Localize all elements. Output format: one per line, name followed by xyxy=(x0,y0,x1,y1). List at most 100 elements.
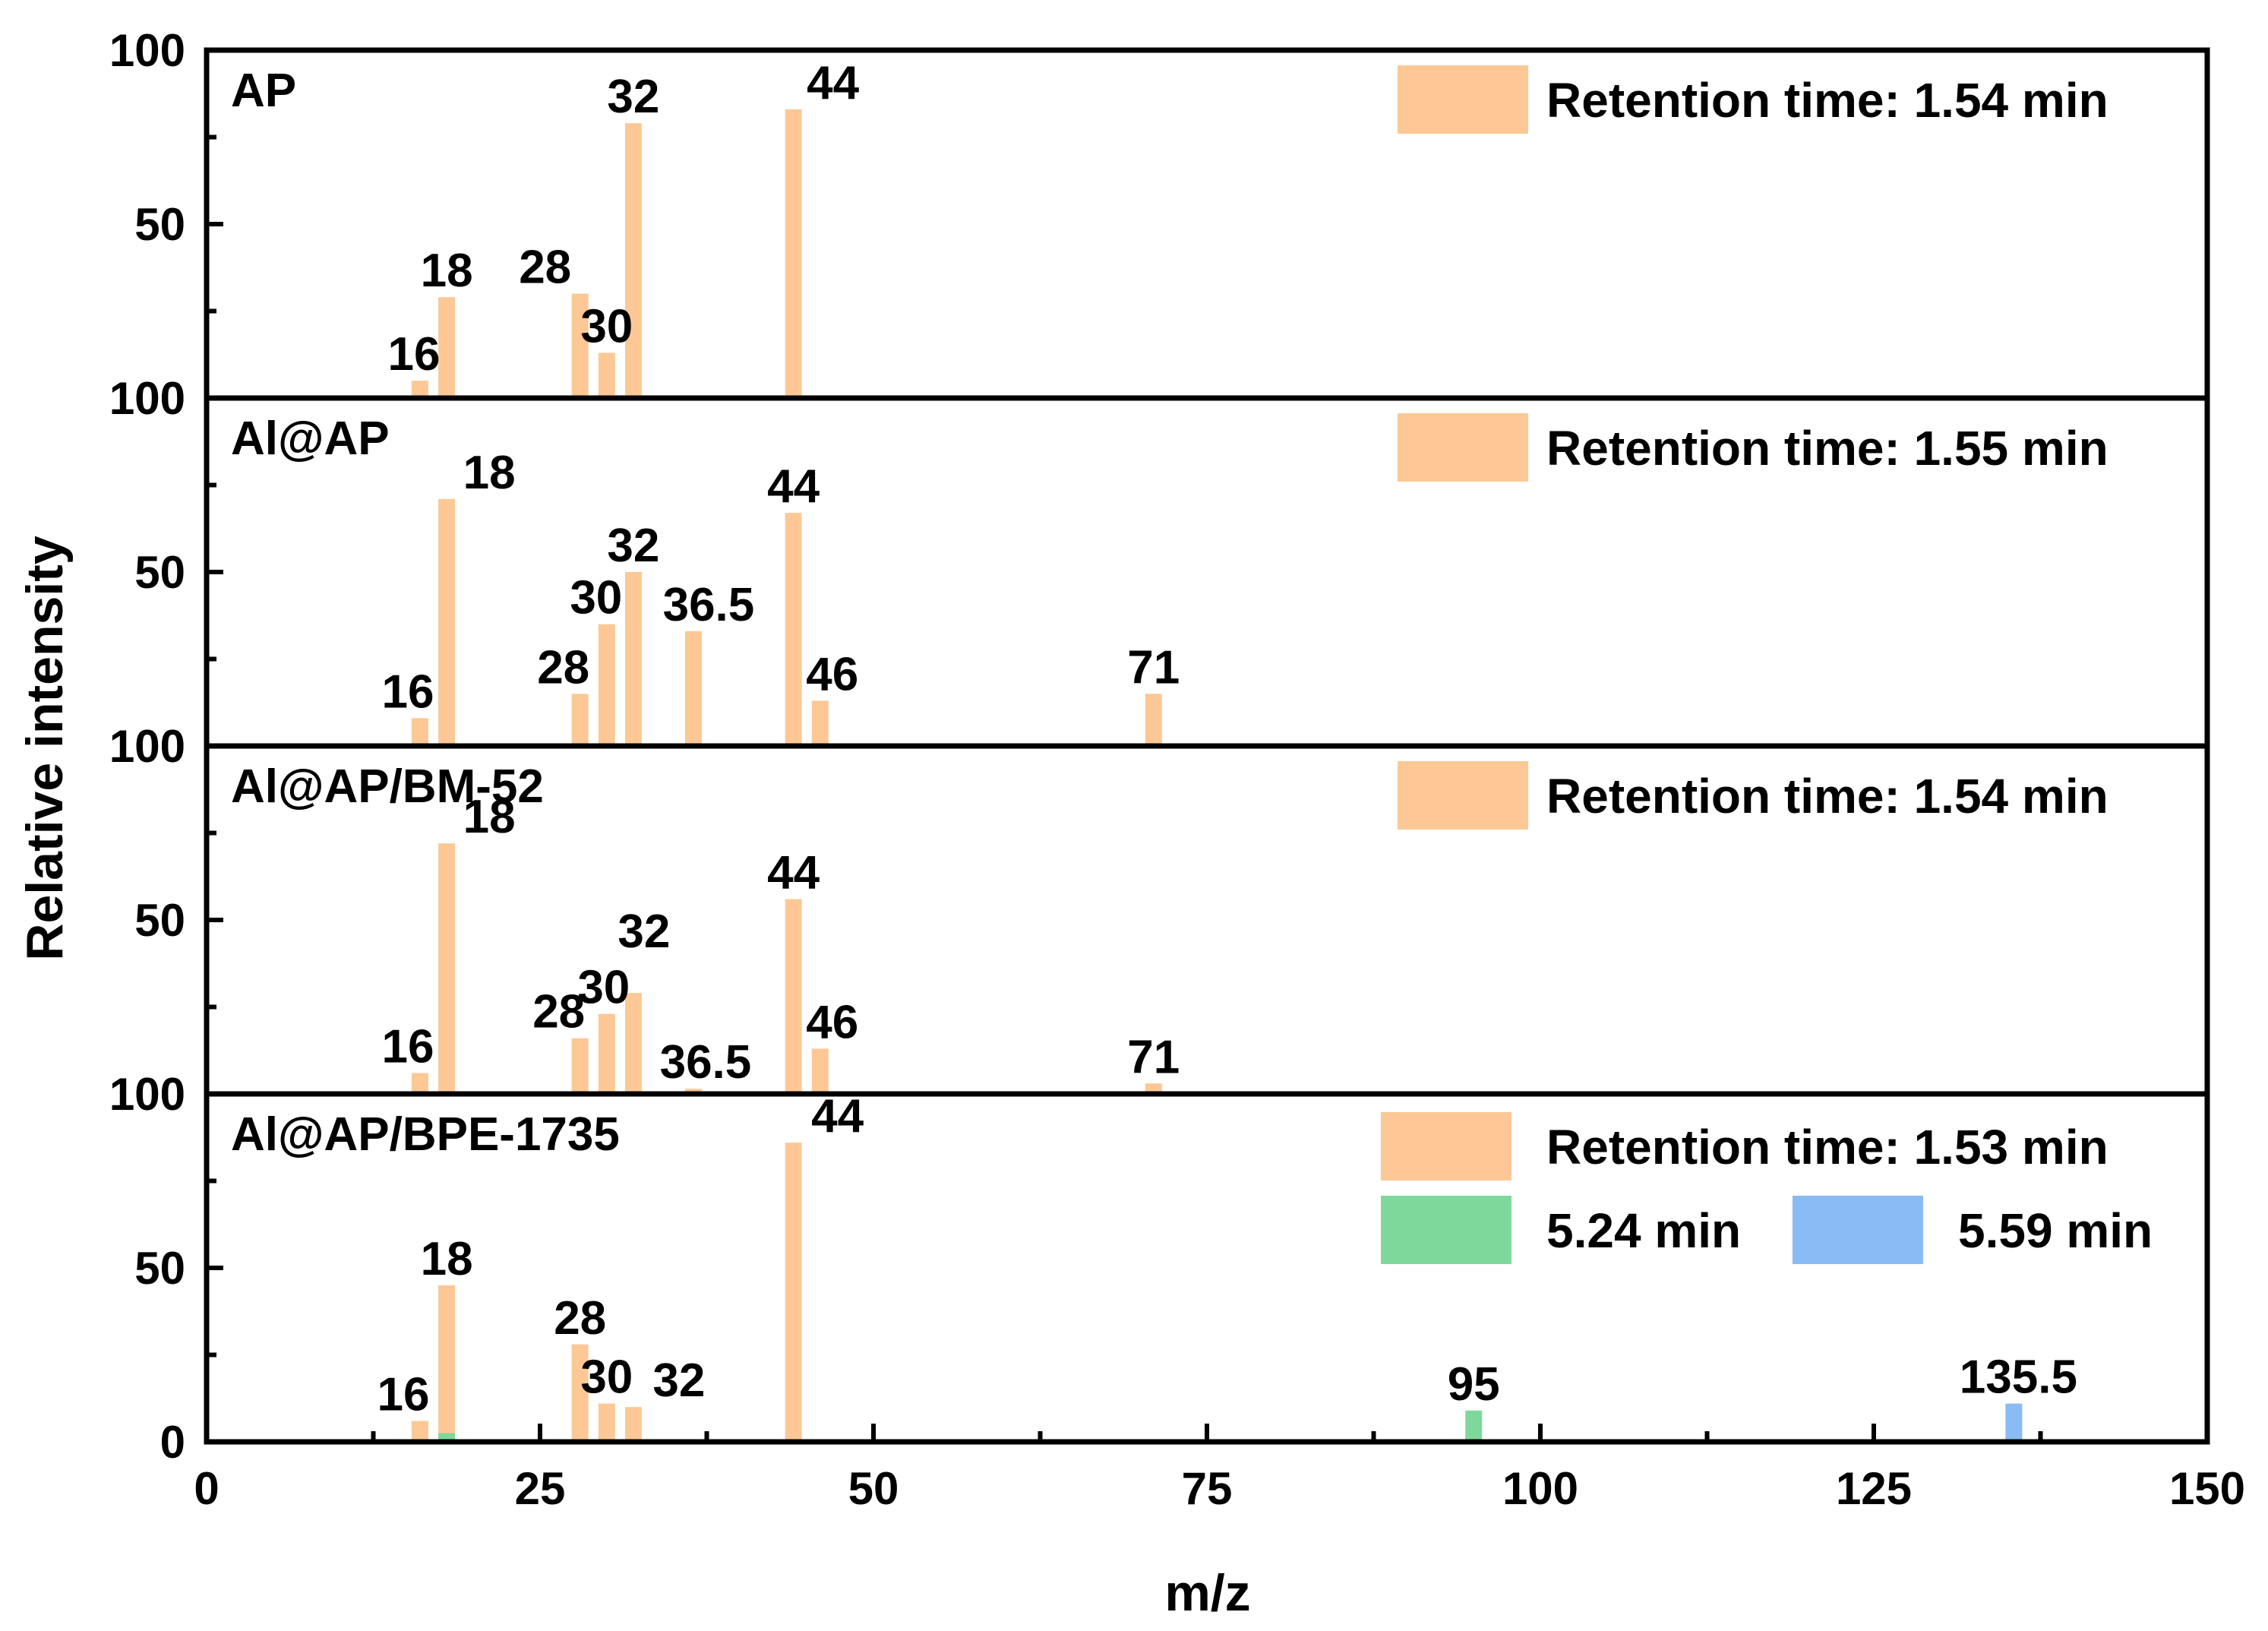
peak-label-44: 44 xyxy=(811,1090,864,1143)
bar-mz-30-orange xyxy=(598,1013,615,1094)
bar-mz-30-orange xyxy=(598,352,615,398)
peak-label-18: 18 xyxy=(421,245,473,297)
peak-label-28: 28 xyxy=(532,986,585,1038)
legend-swatch xyxy=(1398,413,1528,482)
y-tick-label-100: 100 xyxy=(109,25,185,76)
bar-mz-16-orange xyxy=(411,1073,428,1094)
bar-mz-44-orange xyxy=(785,109,802,399)
x-tick-label-50: 50 xyxy=(848,1463,899,1514)
y-tick-label-0: 0 xyxy=(160,1417,185,1468)
peak-label-44: 44 xyxy=(807,57,859,109)
y-tick-label-100: 100 xyxy=(109,373,185,424)
bar-mz-46-orange xyxy=(811,700,829,746)
bar-mz-36.5-orange xyxy=(684,631,702,746)
peak-label-30: 30 xyxy=(580,1351,633,1404)
bar-mz-32-orange xyxy=(624,572,642,746)
bar-mz-32-orange xyxy=(624,123,642,398)
y-tick-label-50: 50 xyxy=(134,547,185,598)
legend-label-2: 5.24 min xyxy=(1546,1203,1741,1258)
peak-label-32: 32 xyxy=(652,1354,705,1407)
bar-mz-44-orange xyxy=(785,1143,802,1442)
peak-label-16: 16 xyxy=(387,328,440,381)
legend-swatch xyxy=(1398,761,1528,830)
peak-label-44: 44 xyxy=(767,460,820,513)
panel-title: AP xyxy=(231,65,296,117)
x-axis: 0 25 50 75 100 125 150 xyxy=(194,1424,2245,1514)
legend-label: Retention time: 1.54 min xyxy=(1546,769,2108,823)
peak-label-30: 30 xyxy=(570,572,622,624)
peak-label-28: 28 xyxy=(537,641,589,694)
x-tick-label-100: 100 xyxy=(1502,1463,1578,1514)
y-tick-label-100: 100 xyxy=(109,1069,185,1120)
peak-label-16: 16 xyxy=(377,1369,429,1421)
peak-label-16: 16 xyxy=(381,1021,434,1073)
y-tick-label-100-boundary: 100 xyxy=(109,721,185,772)
bar-mz-18-orange xyxy=(438,498,456,746)
panel-title: Al@AP/BM-52 xyxy=(231,760,544,813)
peak-label-18: 18 xyxy=(421,1233,473,1285)
bar-mz-16-orange xyxy=(411,381,428,398)
legend-label: Retention time: 1.55 min xyxy=(1546,421,2108,476)
peak-label-46: 46 xyxy=(806,996,858,1048)
y-tick-label-100-boundary: 100 xyxy=(109,1069,185,1120)
y-tick-label-100-boundary: 100 xyxy=(109,373,185,424)
peak-label-71: 71 xyxy=(1127,641,1180,694)
peak-label-18: 18 xyxy=(463,791,516,843)
panel-4: 16 18 28 30 32 44 95 135.5 0 50 100 Al@AP/BPE-1735 R… xyxy=(109,1069,2210,1468)
legend-swatch-3 xyxy=(1793,1196,1923,1264)
bar-mz-71-orange xyxy=(1145,694,1162,746)
legend-label-1: Retention time: 1.53 min xyxy=(1546,1120,2108,1174)
legend-swatch xyxy=(1398,65,1528,134)
bar-mz-44-orange xyxy=(785,513,802,746)
y-tick-label-50: 50 xyxy=(134,895,185,946)
peak-label-16: 16 xyxy=(381,665,434,718)
peak-label-18: 18 xyxy=(463,447,516,499)
bar-mz-18-orange xyxy=(438,843,456,1094)
peak-label-28: 28 xyxy=(519,242,571,294)
y-tick-label-50: 50 xyxy=(134,199,185,250)
y-tick-label-50: 50 xyxy=(134,1243,185,1294)
bar-mz-46-orange xyxy=(811,1048,829,1094)
peak-label-30: 30 xyxy=(577,962,630,1014)
x-tick-label-0: 0 xyxy=(194,1463,219,1514)
x-tick-label-75: 75 xyxy=(1182,1463,1233,1514)
panel-title: Al@AP/BPE-1735 xyxy=(231,1108,620,1161)
peak-label-36.5: 36.5 xyxy=(660,1036,752,1089)
bar-mz-18-orange xyxy=(438,297,456,398)
peak-label-95: 95 xyxy=(1448,1358,1500,1411)
peak-label-71: 71 xyxy=(1127,1031,1180,1083)
peak-label-44: 44 xyxy=(767,847,820,899)
bar-mz-135.5-blue xyxy=(2005,1403,2023,1442)
y-axis-title: Relative intensity xyxy=(16,536,74,960)
bar-mz-30-orange xyxy=(598,624,615,746)
x-tick-label-125: 125 xyxy=(1836,1463,1912,1514)
x-axis-title: m/z xyxy=(1164,1564,1250,1622)
peak-label-46: 46 xyxy=(806,648,858,700)
legend-label-3: 5.59 min xyxy=(1958,1203,2153,1258)
y-tick-label-100: 100 xyxy=(109,721,185,772)
bar-mz-28-orange xyxy=(571,293,589,398)
bar-mz-16-orange xyxy=(411,718,428,746)
peak-label-32: 32 xyxy=(607,71,659,123)
bar-mz-16-orange xyxy=(411,1421,428,1442)
panel-title: Al@AP xyxy=(231,412,390,465)
x-tick-label-25: 25 xyxy=(515,1463,566,1514)
peak-label-30: 30 xyxy=(580,300,633,352)
bar-mz-95-green xyxy=(1465,1410,1483,1442)
peak-label-32: 32 xyxy=(607,520,659,572)
bar-mz-32-orange xyxy=(624,1407,642,1442)
legend-swatch-1 xyxy=(1381,1112,1511,1181)
peak-label-36.5: 36.5 xyxy=(663,579,755,631)
bar-mz-18-orange xyxy=(438,1285,456,1442)
legend-swatch-2 xyxy=(1381,1196,1511,1264)
bar-mz-30-orange xyxy=(598,1403,615,1442)
bar-mz-28-orange xyxy=(571,694,589,746)
bar-mz-28-orange xyxy=(571,1344,589,1442)
bar-mz-18-green xyxy=(438,1433,456,1442)
legend-label: Retention time: 1.54 min xyxy=(1546,73,2108,128)
